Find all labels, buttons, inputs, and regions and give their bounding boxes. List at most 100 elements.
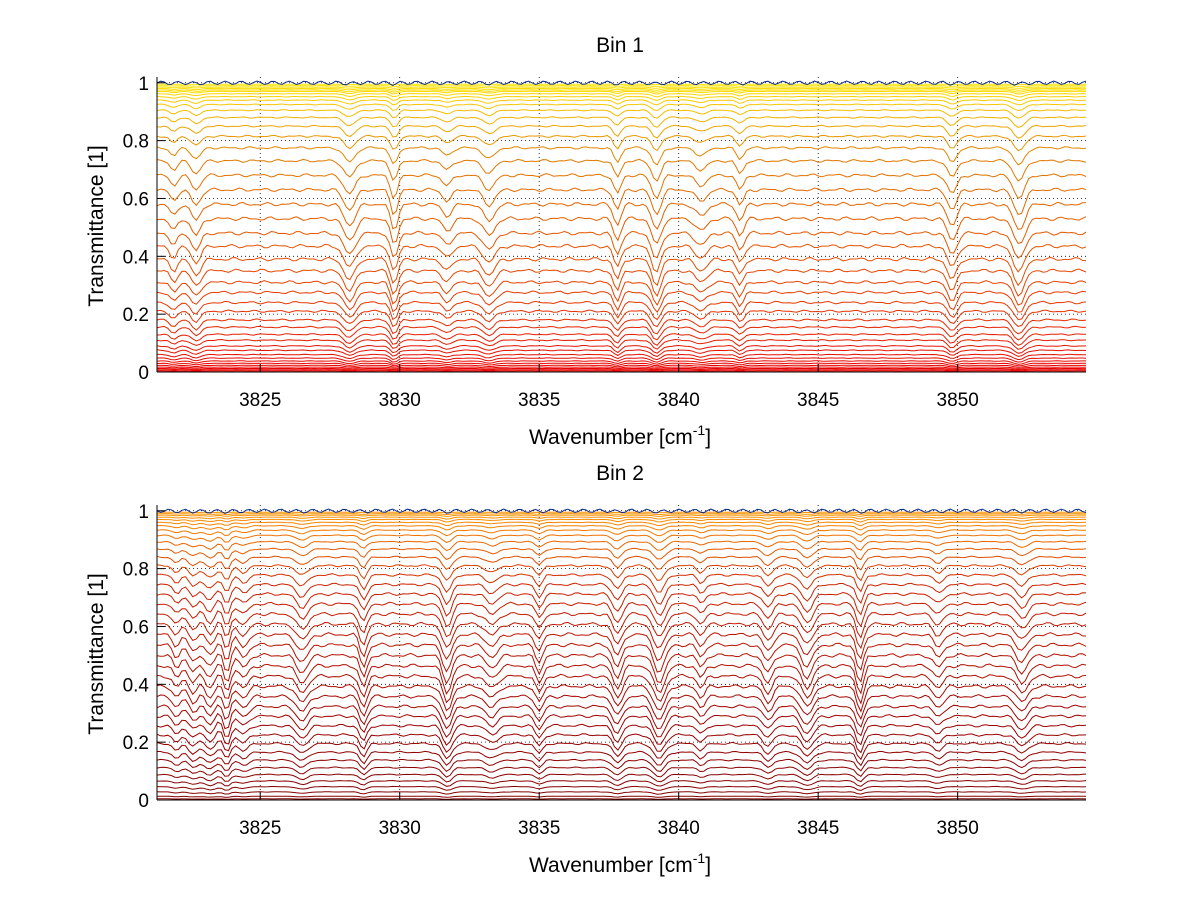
series-line <box>156 573 1087 594</box>
y-tick-label: 0.8 <box>123 132 149 153</box>
series-line <box>156 109 1086 119</box>
series-line <box>156 89 1087 93</box>
series-line <box>156 723 1087 746</box>
series-line <box>156 673 1087 705</box>
series-line <box>156 621 1087 650</box>
series-line <box>157 369 1086 371</box>
series-line <box>156 216 1087 244</box>
series-line <box>156 508 1087 514</box>
panel-bin-2: Bin 2 3825 3830 3835 3840 3845 3850 0 0.2 0.4 0.6… <box>85 462 1087 877</box>
series-line <box>156 632 1087 662</box>
series-line <box>156 349 1087 357</box>
series-line <box>156 145 1087 166</box>
series-line <box>156 564 1087 582</box>
series-line <box>156 300 1087 321</box>
x-tick-label: 3835 <box>518 390 560 411</box>
series-line <box>156 116 1087 128</box>
chart-title-bin-1: Bin 1 <box>596 34 644 57</box>
series-line <box>156 124 1087 139</box>
series-line <box>157 86 1087 89</box>
series-line <box>156 540 1087 552</box>
x-tick-label: 3830 <box>379 390 421 411</box>
series-line <box>156 338 1087 350</box>
x-axis-label-sup: -1 <box>693 422 706 438</box>
x-axis-label-close: ] <box>705 426 711 449</box>
series-line <box>156 360 1086 365</box>
series-line <box>156 694 1087 721</box>
x-tick-label: 3825 <box>239 390 281 411</box>
series-line <box>156 134 1087 152</box>
series-line <box>156 333 1086 346</box>
series-line <box>156 362 1086 367</box>
x-tick-label: 3825 <box>239 818 281 839</box>
series-line <box>156 357 1087 363</box>
x-tick-label: 3830 <box>379 818 421 839</box>
series-line <box>156 791 1087 795</box>
series-line <box>156 309 1087 328</box>
y-tick-label: 0.2 <box>123 733 149 754</box>
series-line <box>156 785 1087 792</box>
series-line <box>157 367 1086 371</box>
series-line <box>156 103 1086 112</box>
series-line <box>156 758 1087 773</box>
x-tick-label: 3845 <box>797 818 839 839</box>
series-line <box>156 518 1086 523</box>
y-tick-label: 0.8 <box>123 560 149 581</box>
series-line <box>157 513 1086 516</box>
series-line <box>157 795 1086 798</box>
series-line <box>156 92 1087 98</box>
x-tick-label: 3850 <box>937 818 979 839</box>
series-line <box>156 243 1087 273</box>
series-line <box>156 529 1086 537</box>
series-line <box>157 364 1087 368</box>
x-axis-label-base: Wavenumber [cm <box>529 854 693 877</box>
series-line <box>156 80 1087 86</box>
x-tick-label: 3840 <box>658 390 700 411</box>
panel-bin-1: Bin 1 3825 3830 3835 3840 3845 3850 0 0.2 0.4 0.6… <box>85 34 1087 449</box>
y-tick-label: 0.4 <box>123 675 150 696</box>
series-line <box>156 158 1087 182</box>
series-line <box>156 601 1087 628</box>
series-line <box>156 280 1087 307</box>
chart-title-bin-2: Bin 2 <box>596 462 644 485</box>
x-axis-label-sup: -1 <box>693 850 706 866</box>
series-line <box>156 95 1086 102</box>
series-line <box>156 547 1087 561</box>
series-line <box>156 256 1087 287</box>
plot-area-bin-1: 3825 3830 3835 3840 3845 3850 0 0.2 0.4 0.6 0.8 1 <box>123 74 1087 411</box>
series-line <box>156 187 1087 216</box>
series-line <box>156 663 1087 695</box>
series-line <box>156 733 1087 754</box>
series-line <box>156 611 1087 639</box>
x-axis-label-bin-2: Wavenumber [cm-1] <box>529 850 711 877</box>
series-line <box>156 642 1087 673</box>
series-line <box>157 521 1086 527</box>
series-line <box>156 268 1087 297</box>
series-line <box>157 353 1087 361</box>
y-axis-label-bin-2: Transmittance [1] <box>85 573 108 734</box>
y-tick-label: 1 <box>138 502 149 523</box>
x-axis-label-close: ] <box>705 854 711 877</box>
x-tick-label: 3835 <box>518 818 560 839</box>
series-line <box>156 704 1087 730</box>
series-line <box>157 779 1087 787</box>
series-line <box>157 366 1087 369</box>
series-line <box>156 173 1087 200</box>
y-tick-label: 0.4 <box>123 247 150 268</box>
series-line <box>156 534 1087 543</box>
x-axis-label-bin-1: Wavenumber [cm-1] <box>529 422 711 449</box>
series-line <box>156 652 1087 685</box>
x-axis-label-base: Wavenumber [cm <box>529 426 693 449</box>
series-line <box>156 524 1086 531</box>
series-line <box>156 741 1087 761</box>
y-axis-label-bin-1: Transmittance [1] <box>85 145 108 306</box>
y-tick-label: 0 <box>138 363 149 384</box>
x-tick-label: 3845 <box>797 390 839 411</box>
series-line <box>157 99 1086 106</box>
series-line <box>156 344 1087 354</box>
y-tick-label: 0.6 <box>123 189 149 210</box>
series-line <box>156 325 1087 341</box>
y-tick-label: 0.6 <box>123 617 149 638</box>
series-line <box>156 773 1087 783</box>
